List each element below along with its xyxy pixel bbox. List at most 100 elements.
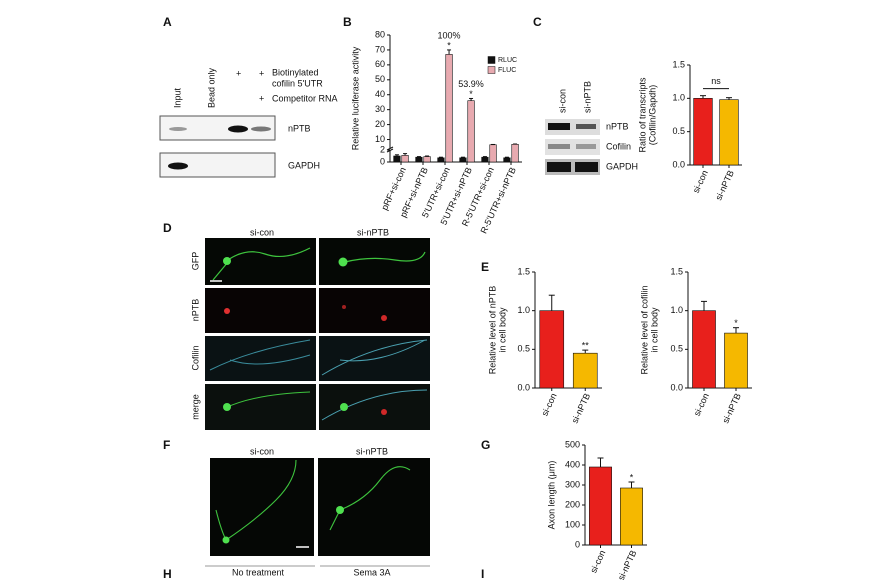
cofilin-stain bbox=[321, 339, 428, 376]
neurite bbox=[224, 391, 311, 409]
micrograph bbox=[205, 238, 316, 285]
y-tick-label: 0.5 bbox=[517, 344, 530, 354]
nucleus bbox=[224, 308, 230, 314]
neurite bbox=[344, 251, 426, 263]
bar bbox=[693, 98, 713, 166]
y-tick-label: 2 bbox=[380, 144, 385, 154]
plus-mark: + bbox=[259, 93, 264, 103]
x-tick-label: si-con bbox=[540, 392, 559, 418]
blot-label: nPTB bbox=[606, 121, 629, 131]
bar bbox=[437, 157, 445, 163]
y-tick-label: 400 bbox=[565, 459, 580, 469]
micrograph bbox=[319, 238, 430, 285]
bar bbox=[692, 310, 716, 389]
nucleus bbox=[381, 409, 387, 415]
y-axis-label: in cell body bbox=[497, 307, 507, 353]
column-label: si-con bbox=[250, 446, 274, 456]
bar bbox=[503, 157, 511, 163]
y-axis-label: (Cofilin/Gapdh) bbox=[647, 85, 657, 146]
soma bbox=[336, 506, 344, 514]
blot-band bbox=[575, 162, 598, 172]
y-tick-label: 80 bbox=[375, 29, 385, 39]
bar bbox=[423, 156, 431, 163]
panel-letter: D bbox=[163, 221, 172, 235]
y-tick-label: 30 bbox=[375, 104, 385, 114]
panel-letter: B bbox=[343, 15, 352, 29]
y-axis-label: Relative level of cofilin bbox=[639, 285, 649, 374]
soma bbox=[223, 257, 231, 265]
column-label: si-con bbox=[250, 227, 274, 237]
bar-annotation: 53.9% bbox=[458, 79, 484, 89]
y-tick-label: 300 bbox=[565, 479, 580, 489]
significance: * bbox=[447, 40, 451, 50]
row-label: GFP bbox=[190, 252, 200, 271]
lane-label: si-con bbox=[557, 89, 567, 113]
legend-label: RLUC bbox=[498, 57, 517, 64]
y-tick-label: 0.5 bbox=[672, 126, 685, 136]
column-label: si-nPTB bbox=[356, 446, 388, 456]
panel-letter: H bbox=[163, 567, 172, 580]
y-tick-label: 1.5 bbox=[672, 59, 685, 69]
y-tick-label: 500 bbox=[565, 439, 580, 449]
lane-label: Bead only bbox=[206, 67, 216, 108]
nucleus bbox=[381, 315, 387, 321]
blot-band bbox=[169, 127, 187, 131]
probe-label: cofilin 5'UTR bbox=[272, 78, 323, 88]
y-tick-label: 1.5 bbox=[670, 266, 683, 276]
cofilin-stain bbox=[321, 389, 428, 421]
y-tick-label: 200 bbox=[565, 499, 580, 509]
bar bbox=[719, 99, 739, 166]
micrograph-grid bbox=[205, 238, 430, 430]
row-label: Cofilin bbox=[190, 345, 200, 370]
micrograph bbox=[319, 288, 430, 333]
bar bbox=[489, 144, 497, 163]
y-tick-label: 60 bbox=[375, 59, 385, 69]
blot-label: nPTB bbox=[288, 123, 311, 133]
panel-letter: E bbox=[481, 260, 489, 274]
panel-letter: G bbox=[481, 438, 490, 452]
blot-band bbox=[576, 144, 596, 149]
row-label: merge bbox=[190, 394, 200, 420]
plus-mark: + bbox=[236, 68, 241, 78]
y-axis-label: in cell body bbox=[649, 307, 659, 353]
legend-swatch bbox=[487, 66, 496, 74]
significance: ns bbox=[711, 76, 721, 86]
column-label: No treatment bbox=[232, 567, 285, 577]
blot-band bbox=[228, 125, 248, 133]
y-tick-label: 0.5 bbox=[670, 344, 683, 354]
y-tick-label: 70 bbox=[375, 44, 385, 54]
x-tick-label: si-con bbox=[691, 169, 710, 195]
significance: * bbox=[630, 472, 634, 482]
neurite bbox=[212, 247, 311, 281]
y-axis-label: Relative level of nPTB bbox=[487, 286, 497, 375]
y-tick-label: 1.0 bbox=[517, 305, 530, 315]
column-label: Sema 3A bbox=[353, 567, 390, 577]
y-tick-label: 0 bbox=[575, 539, 580, 549]
blot bbox=[545, 139, 600, 155]
y-tick-label: 50 bbox=[375, 74, 385, 84]
lane-label: Input bbox=[172, 87, 182, 108]
micrograph bbox=[205, 336, 316, 381]
y-axis-label: Relative luciferase activity bbox=[350, 46, 360, 150]
bar bbox=[481, 156, 489, 163]
panel-letter: A bbox=[163, 15, 172, 29]
y-tick-label: 1.0 bbox=[672, 93, 685, 103]
bar bbox=[467, 100, 475, 163]
x-tick-label: si-nPTB bbox=[720, 392, 743, 425]
bar bbox=[539, 310, 565, 389]
bar bbox=[589, 466, 612, 546]
significance: * bbox=[469, 89, 473, 99]
blot-band bbox=[548, 144, 570, 149]
y-tick-label: 0.0 bbox=[672, 159, 685, 169]
nucleus bbox=[342, 305, 346, 309]
significance: * bbox=[734, 318, 738, 328]
x-tick-label: si-nPTB bbox=[570, 392, 593, 425]
legend-swatch bbox=[487, 56, 496, 64]
y-tick-label: 0.0 bbox=[517, 382, 530, 392]
bar bbox=[445, 54, 453, 163]
y-tick-label: 100 bbox=[565, 519, 580, 529]
y-tick-label: 1.5 bbox=[517, 266, 530, 276]
x-tick-label: si-con bbox=[588, 549, 607, 575]
cofilin-stain bbox=[209, 339, 311, 371]
